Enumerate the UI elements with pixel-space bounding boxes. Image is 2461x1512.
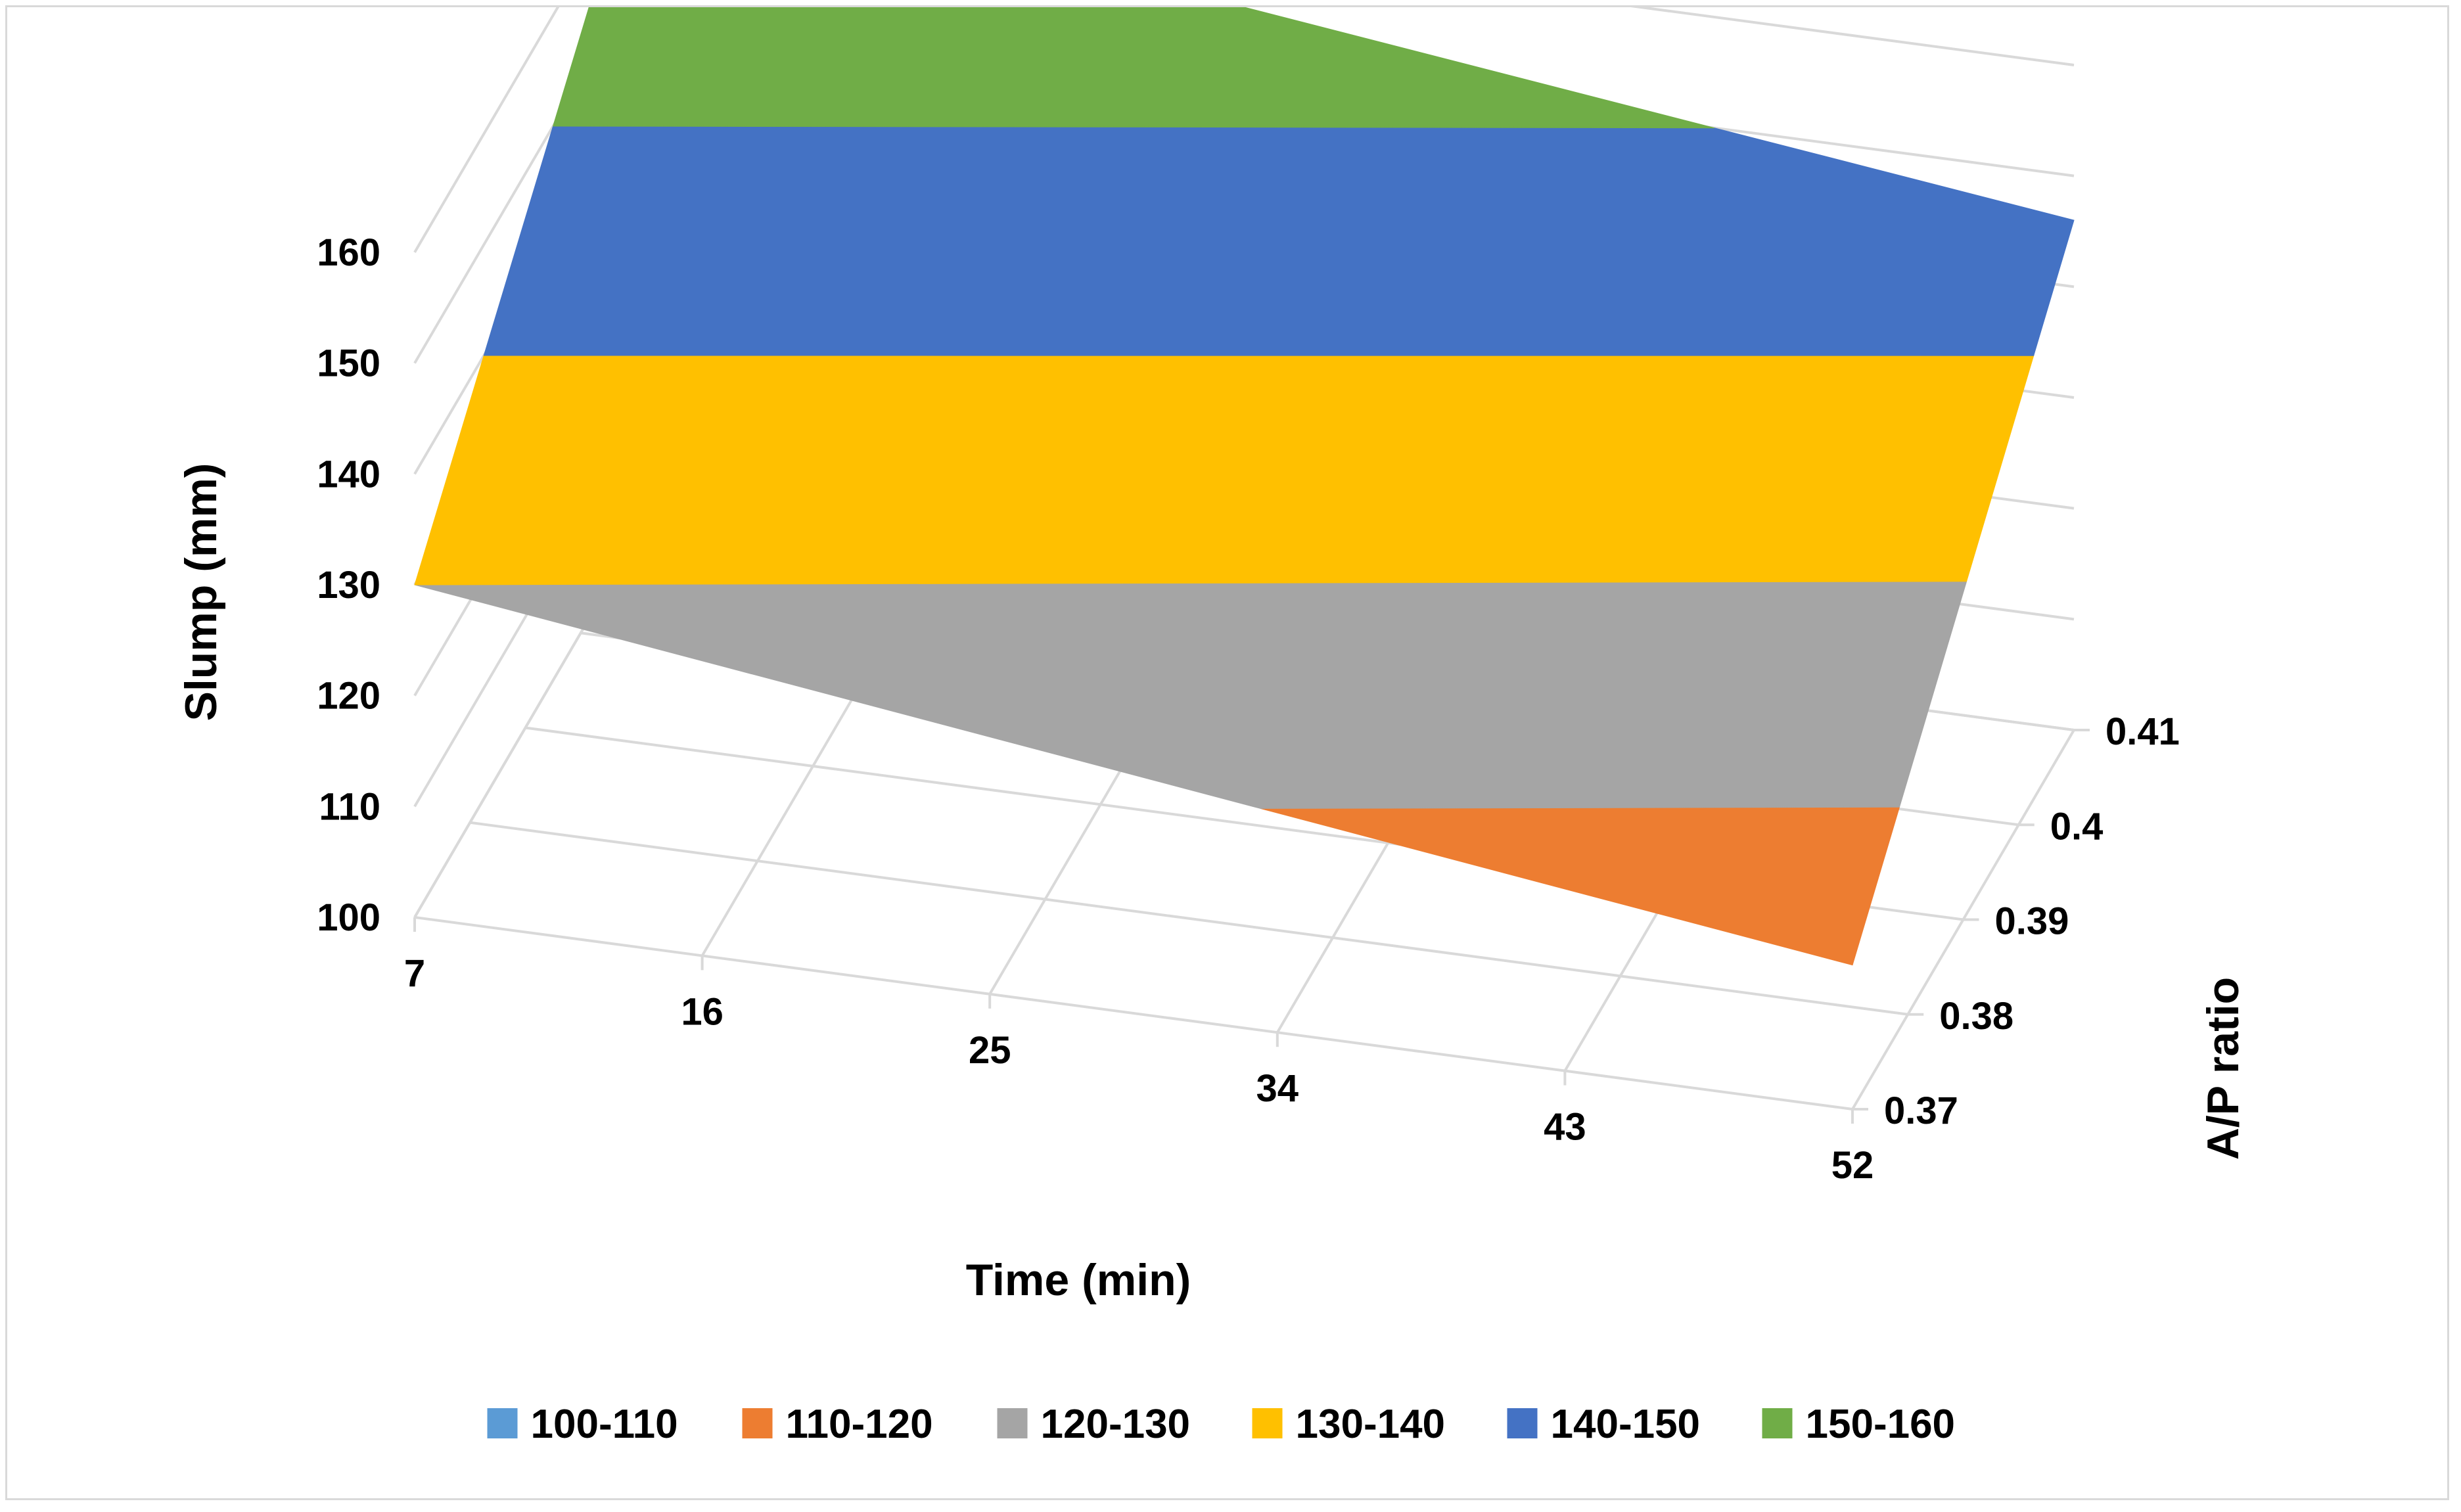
ap-tick-label: 0.4: [2050, 805, 2104, 848]
legend-label-120-130: 120-130: [1041, 1402, 1191, 1447]
z-gridline: [413, 7, 2075, 254]
ap-tick-label: 0.41: [2105, 710, 2180, 753]
legend-swatch-130-140: [1252, 1408, 1283, 1438]
time-tick-label: 16: [681, 990, 724, 1033]
surface-band-140-150: [483, 126, 2075, 356]
slump-tick-label: 110: [319, 785, 380, 828]
surface: [414, 7, 2075, 966]
ap-tick-label: 0.37: [1884, 1089, 1958, 1132]
legend-label-110-120: 110-120: [786, 1402, 933, 1447]
legend-swatch-100-110: [487, 1408, 518, 1438]
x-axis-title: Time (min): [966, 1255, 1191, 1305]
ap-gridline: [414, 916, 1853, 1111]
time-tick-label: 34: [1256, 1067, 1299, 1110]
ap-gridline: [469, 821, 1908, 1016]
surface-band-120-130: [414, 581, 1967, 809]
legend-label-140-150: 140-150: [1551, 1402, 1701, 1447]
surface-band-150-160: [552, 7, 1715, 129]
slump-tick-label: 120: [317, 675, 380, 718]
legend: 100-110 110-120 120-130 130-140 140-150 150-1…: [487, 1402, 1956, 1447]
surface-band-130-140: [414, 355, 2035, 585]
legend-swatch-120-130: [997, 1408, 1028, 1438]
legend-label-100-110: 100-110: [531, 1402, 678, 1447]
depth-axis-title: A/P ratio: [2198, 977, 2248, 1160]
time-tick-label: 25: [969, 1029, 1011, 1072]
time-tick-label: 52: [1831, 1144, 1874, 1187]
legend-swatch-110-120: [742, 1408, 773, 1438]
legend-label-130-140: 130-140: [1296, 1402, 1446, 1447]
axes: [413, 729, 2090, 1124]
slump-tick-label: 140: [317, 453, 380, 495]
ap-tick-label: 0.39: [1995, 900, 2069, 943]
slump-tick-label: 160: [317, 231, 380, 274]
time-tick-label: 43: [1544, 1106, 1586, 1149]
slump-tick-label: 130: [317, 564, 380, 607]
legend-swatch-150-160: [1762, 1408, 1793, 1438]
slump-tick-label: 150: [317, 342, 380, 385]
tick-labels: 100 110 120 130 140 150 160 7 16 25 34 43 520.37 0.38…: [317, 231, 2180, 1187]
time-tick-label: 7: [404, 952, 425, 995]
surface-chart: 100 110 120 130 140 150 160 7 16 25 34 43 520.37 0.38…: [176, 7, 2248, 1447]
chart-frame: 100 110 120 130 140 150 160 7 16 25 34 43 52 0.37 0.38…: [5, 5, 2449, 1500]
legend-swatch-140-150: [1507, 1408, 1538, 1438]
y-axis-title: Slump (mm): [176, 463, 226, 722]
legend-label-150-160: 150-160: [1806, 1402, 1956, 1447]
ap-tick-label: 0.38: [1939, 995, 2013, 1038]
slump-tick-label: 100: [317, 896, 380, 939]
